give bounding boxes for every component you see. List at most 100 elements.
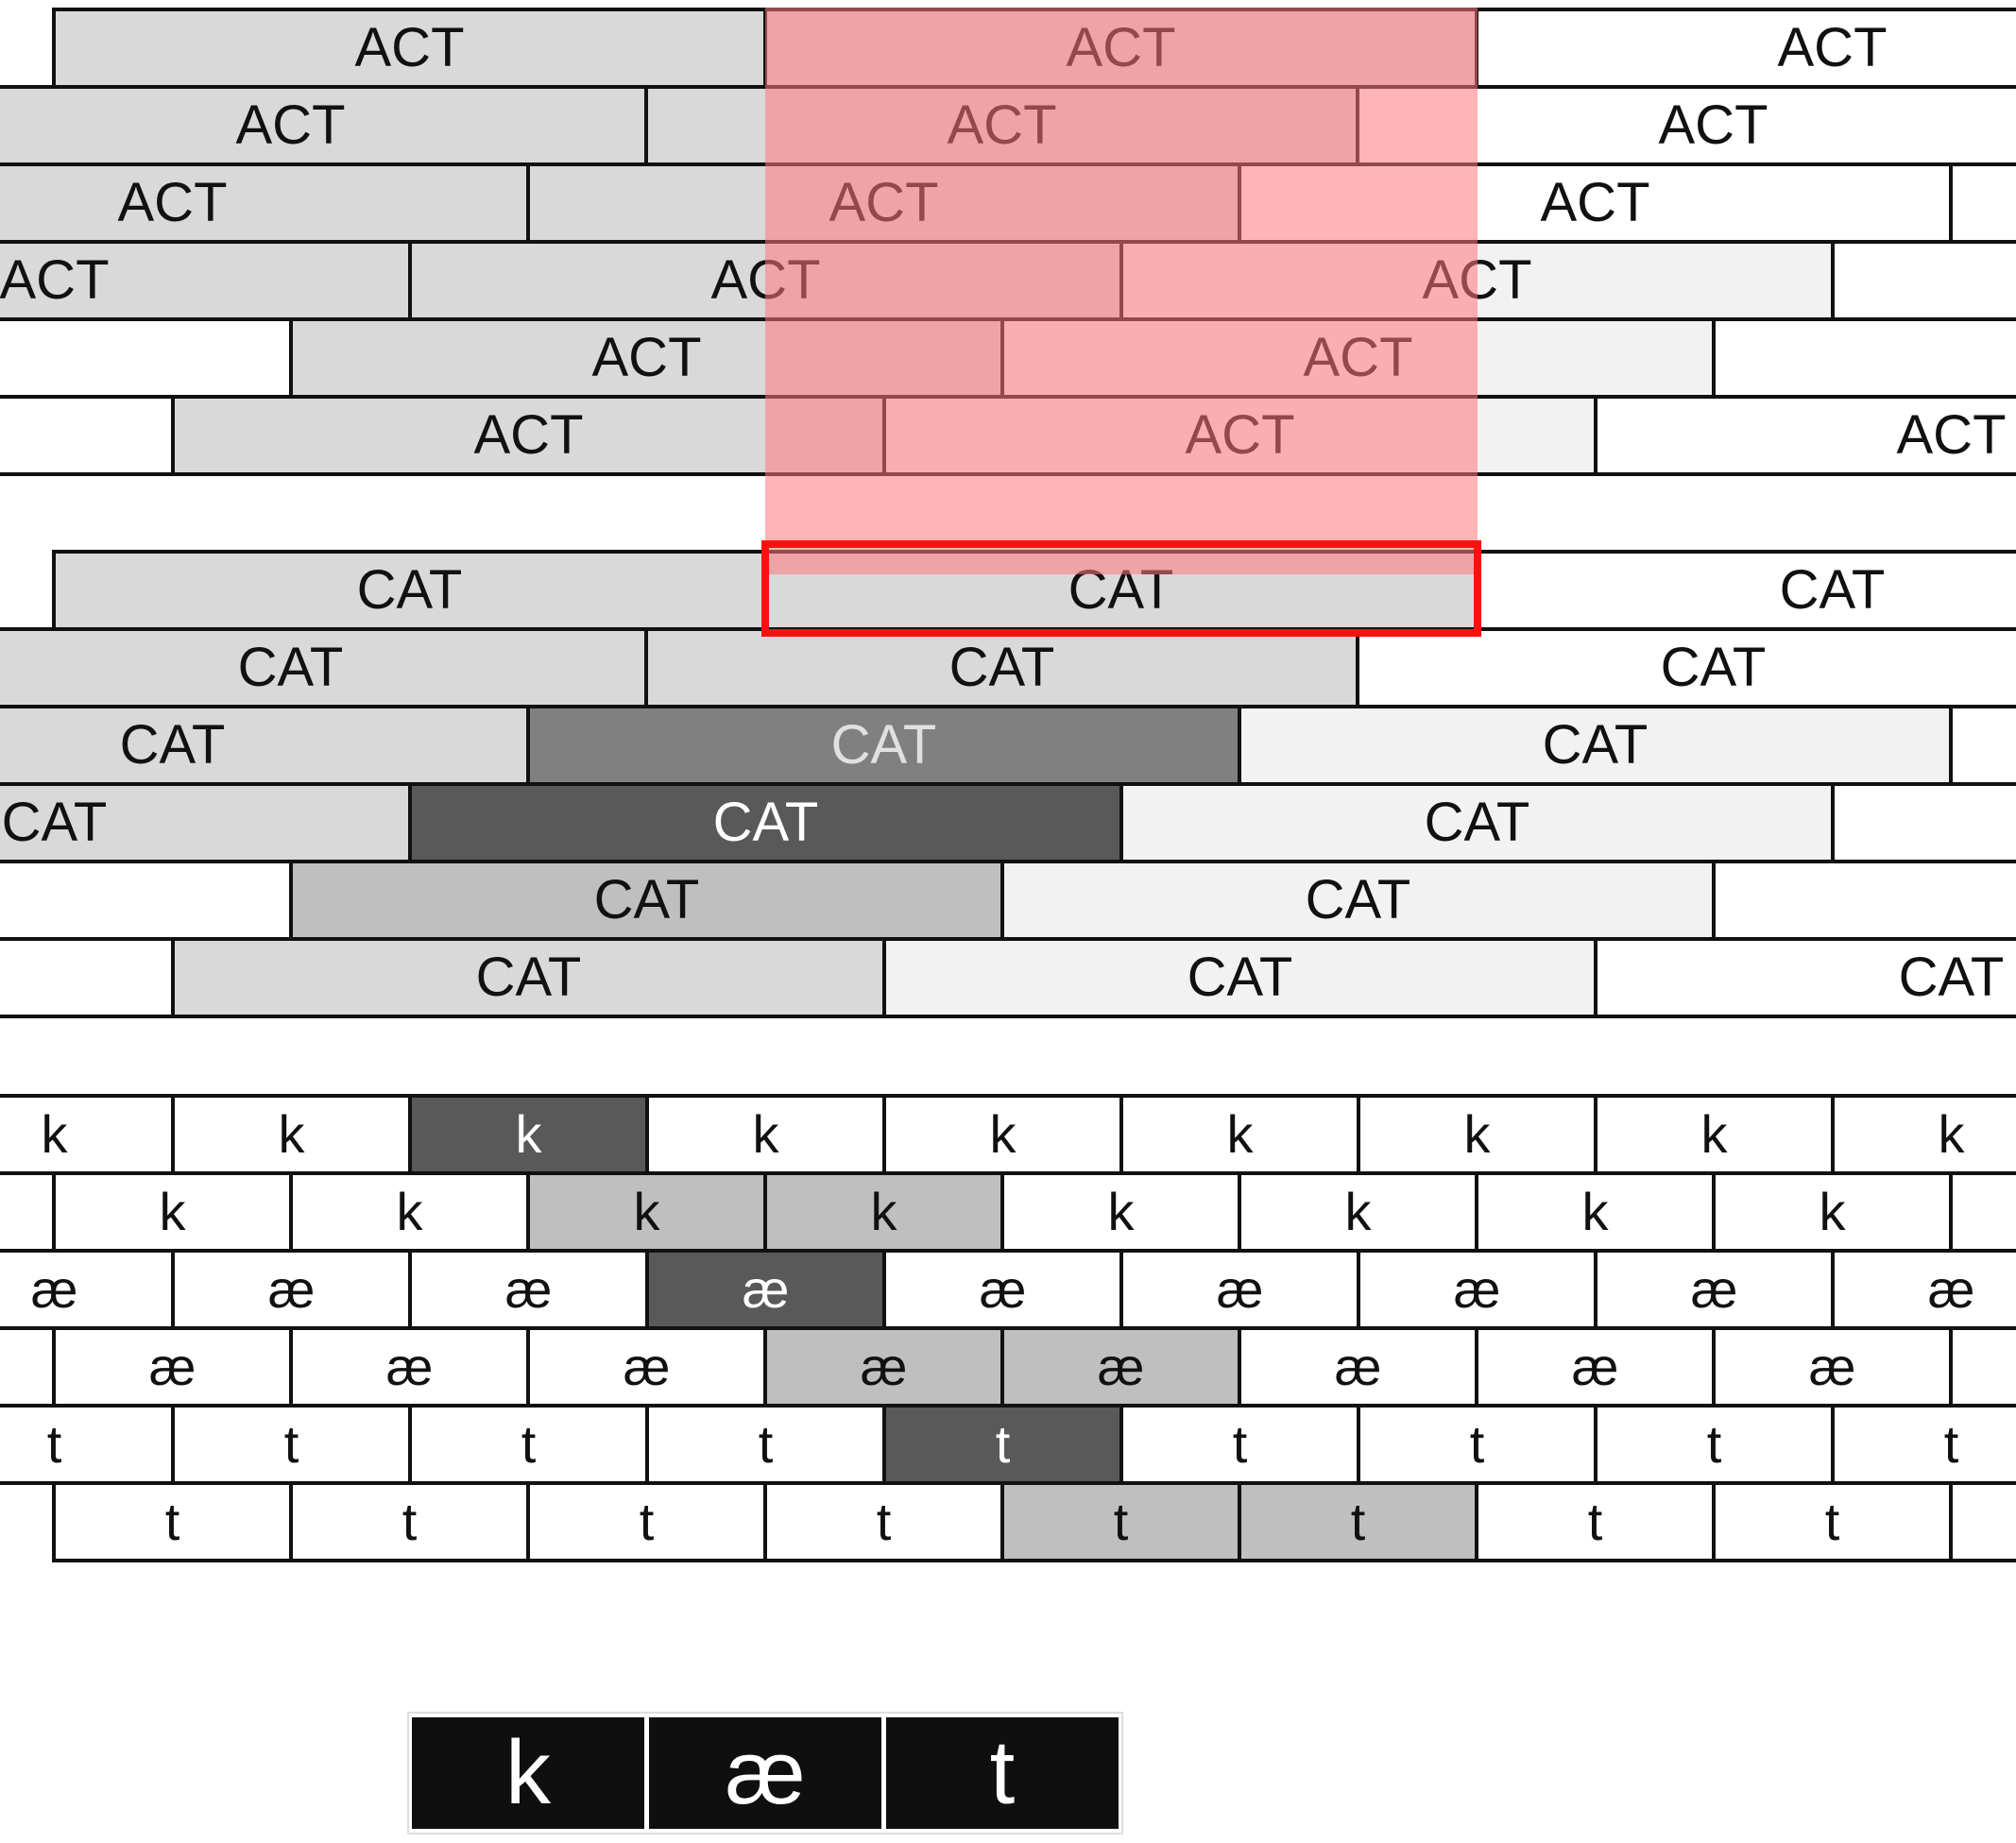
- phoneme-label: k: [396, 1182, 423, 1241]
- act-cell: ACT: [882, 395, 1597, 476]
- phoneme-cell: æ: [1000, 1326, 1241, 1408]
- phoneme-label: t: [1943, 1414, 1959, 1474]
- act-label: ACT: [1066, 17, 1176, 78]
- cat-cell: CAT: [0, 705, 530, 786]
- cat-cell: [0, 937, 175, 1018]
- act-cell: ACT: [1000, 317, 1716, 399]
- phoneme-cell: k: [408, 1094, 649, 1175]
- act-label: ACT: [1896, 404, 2007, 466]
- phoneme-label: t: [164, 1492, 180, 1551]
- act-cell: ACT: [763, 8, 1478, 89]
- phoneme-label: æ: [1453, 1259, 1501, 1319]
- phoneme-cell: t: [1712, 1481, 1953, 1562]
- cat-cell: CAT: [0, 782, 412, 863]
- phoneme-cell: æ: [526, 1326, 767, 1408]
- act-cell: ACT: [0, 162, 530, 244]
- phoneme-cell: æ: [408, 1249, 649, 1330]
- phoneme-label: k: [1819, 1182, 1846, 1241]
- cat-cell: [1712, 860, 2016, 941]
- phoneme-cell: t: [1119, 1404, 1360, 1485]
- cat-label: CAT: [1187, 947, 1293, 1008]
- phoneme-cell: k: [882, 1094, 1123, 1175]
- phoneme-label: k: [1226, 1104, 1254, 1164]
- final-phoneme-label: æ: [725, 1722, 806, 1823]
- phoneme-cell: t: [171, 1404, 412, 1485]
- phoneme-label: æ: [1216, 1259, 1264, 1319]
- phoneme-cell: k: [526, 1171, 767, 1253]
- phoneme-label: k: [1463, 1104, 1491, 1164]
- phoneme-cell: k: [1357, 1094, 1597, 1175]
- act-label: ACT: [354, 17, 465, 78]
- phoneme-cell: t: [52, 1481, 293, 1562]
- phoneme-cell: k: [0, 1094, 175, 1175]
- phoneme-cell: æ: [763, 1326, 1004, 1408]
- cat-label: CAT: [237, 637, 344, 698]
- act-cell: ACT: [0, 85, 648, 166]
- phoneme-label: k: [1700, 1104, 1728, 1164]
- phoneme-cell: t: [289, 1481, 530, 1562]
- cat-label: CAT: [1779, 559, 1886, 621]
- cat-label: CAT: [1898, 947, 2005, 1008]
- act-cell: ACT: [1356, 85, 2016, 166]
- phoneme-label: t: [639, 1492, 655, 1551]
- act-cell: [1949, 162, 2016, 244]
- act-cell: [1712, 317, 2016, 399]
- phoneme-label: k: [633, 1182, 660, 1241]
- phoneme-cell: æ: [1594, 1249, 1835, 1330]
- phoneme-label: t: [401, 1492, 418, 1551]
- act-cell: ACT: [289, 317, 1004, 399]
- cat-cell: CAT: [1238, 705, 1953, 786]
- act-label: ACT: [235, 94, 346, 156]
- cat-cell: CAT: [408, 782, 1123, 863]
- final-phoneme-label: k: [505, 1722, 551, 1823]
- phoneme-cell: æ: [1949, 1326, 2016, 1408]
- phoneme-cell: t: [408, 1404, 649, 1485]
- act-label: ACT: [591, 327, 702, 388]
- phoneme-cell: k: [645, 1094, 886, 1175]
- phoneme-cell: æ: [171, 1249, 412, 1330]
- phoneme-label: k: [1938, 1104, 1965, 1164]
- phoneme-label: æ: [979, 1259, 1027, 1319]
- phoneme-cell: t: [645, 1404, 886, 1485]
- phoneme-label: k: [752, 1104, 779, 1164]
- phoneme-cell: k: [1119, 1094, 1360, 1175]
- act-label: ACT: [829, 172, 939, 233]
- phoneme-cell: æ: [1475, 1326, 1716, 1408]
- phoneme-cell: æ: [1712, 1326, 1953, 1408]
- cat-label: CAT: [1068, 559, 1174, 621]
- act-label: ACT: [1540, 172, 1650, 233]
- phoneme-cell: t: [763, 1481, 1004, 1562]
- act-label: ACT: [947, 94, 1057, 156]
- phoneme-label: t: [1706, 1414, 1722, 1474]
- phoneme-cell: k: [763, 1171, 1004, 1253]
- phoneme-cell: k: [1238, 1171, 1478, 1253]
- phoneme-cell: k: [1594, 1094, 1835, 1175]
- act-label: ACT: [1422, 249, 1532, 311]
- act-label: ACT: [710, 249, 821, 311]
- phoneme-cell: k: [289, 1171, 530, 1253]
- phoneme-label: t: [521, 1414, 537, 1474]
- act-cell: ACT: [1238, 162, 1953, 244]
- cat-cell: CAT: [1119, 782, 1835, 863]
- phoneme-cell: æ: [289, 1326, 530, 1408]
- act-cell: ACT: [1594, 395, 2016, 476]
- phoneme-label: æ: [267, 1259, 316, 1319]
- final-phoneme-label: t: [989, 1722, 1016, 1823]
- act-label: ACT: [0, 249, 110, 311]
- act-cell: ACT: [52, 8, 767, 89]
- phoneme-cell: k: [1000, 1171, 1241, 1253]
- phoneme-label: æ: [623, 1337, 671, 1396]
- phoneme-label: k: [1344, 1182, 1372, 1241]
- phoneme-label: k: [1107, 1182, 1135, 1241]
- phoneme-cell: t: [0, 1404, 175, 1485]
- act-cell: [1831, 240, 2016, 321]
- final-phoneme-cell: t: [886, 1717, 1119, 1829]
- cat-label: CAT: [1305, 869, 1411, 930]
- cat-label: CAT: [593, 869, 700, 930]
- phoneme-label: æ: [860, 1337, 908, 1396]
- phoneme-cell: t: [882, 1404, 1123, 1485]
- phoneme-label: æ: [1927, 1259, 1975, 1319]
- phoneme-cell: t: [1475, 1481, 1716, 1562]
- act-cell: ACT: [0, 240, 412, 321]
